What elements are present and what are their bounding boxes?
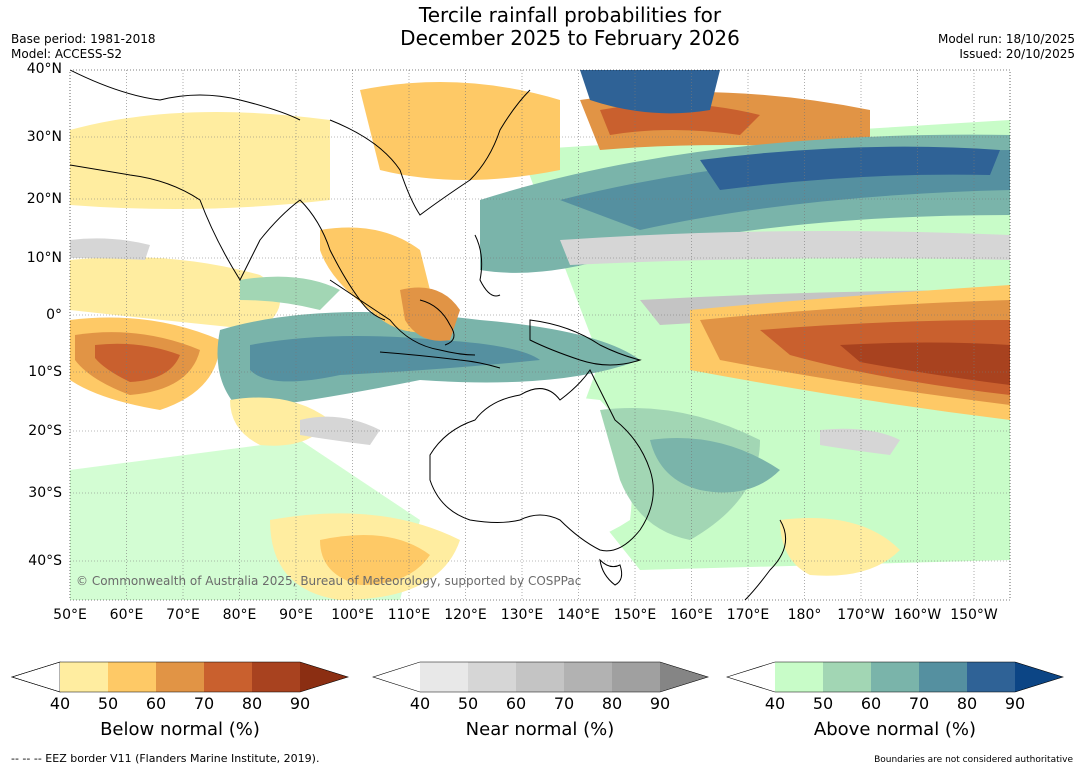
colorbar-below-bin-70-80 — [204, 662, 252, 692]
tick-near-90: 90 — [649, 694, 671, 713]
colorbar-below-bin-60-70 — [156, 662, 204, 692]
colorbar-near-low-end — [373, 662, 420, 692]
colorbar-below-bin-80-90 — [252, 662, 300, 692]
tick-below-90: 90 — [289, 694, 311, 713]
tick-above-70: 70 — [908, 694, 930, 713]
colorbar-above-bin-70-80 — [919, 662, 967, 692]
colorbar-near-bin-80-90 — [612, 662, 660, 692]
lon-label-130e: 130°E — [500, 607, 544, 623]
lon-label-160e: 160°E — [670, 607, 713, 623]
colorbar-near-bin-50-60 — [468, 662, 516, 692]
lon-label-170w: 170°W — [837, 607, 885, 623]
colorbar-above-bin-60-70 — [871, 662, 919, 692]
lat-label-20s: 20°S — [28, 423, 62, 439]
colorbar-above-title: Above normal (%) — [813, 719, 977, 740]
tick-near-50: 50 — [457, 694, 479, 713]
model-run: Model run: 18/10/2025 — [937, 32, 1075, 46]
boundaries-note: Boundaries are not considered authoritat… — [874, 755, 1073, 765]
tick-below-60: 60 — [145, 694, 167, 713]
colorbar-below-bin-50-60 — [108, 662, 156, 692]
lat-label-eq: 0° — [46, 307, 62, 323]
colorbar-below-bin-40-50 — [60, 662, 108, 692]
lat-label-40n: 40°N — [26, 61, 62, 77]
lon-label-150e: 150°E — [613, 607, 657, 623]
colorbar-below-high-end — [300, 662, 348, 692]
colorbar-near-title: Near normal (%) — [465, 719, 615, 740]
colorbar-near-high-end — [660, 662, 708, 692]
lon-label-110e: 110°E — [387, 607, 431, 623]
lon-label-100e: 100°E — [331, 607, 374, 623]
lat-label-10n: 10°N — [26, 250, 62, 266]
lon-label-70e: 70°E — [166, 607, 200, 623]
lat-label-10s: 10°S — [28, 364, 62, 380]
model-name: Model: ACCESS-S2 — [11, 47, 123, 61]
lon-label-90e: 90°E — [279, 607, 313, 623]
tick-below-80: 80 — [241, 694, 263, 713]
base-period: Base period: 1981-2018 — [11, 32, 156, 46]
lon-label-170e: 170°E — [726, 607, 770, 623]
title-line-1: Tercile rainfall probabilities for — [418, 3, 722, 27]
tick-below-50: 50 — [97, 694, 119, 713]
tick-above-60: 60 — [860, 694, 882, 713]
colorbar-near-bin-70-80 — [564, 662, 612, 692]
tick-near-80: 80 — [601, 694, 623, 713]
colorbar-above-normal — [725, 661, 1065, 693]
tick-near-70: 70 — [553, 694, 575, 713]
lon-label-80e: 80°E — [222, 607, 257, 623]
lon-label-60e: 60°E — [109, 607, 144, 623]
colorbar-below-low-end — [10, 661, 61, 693]
colorbar-below-title: Below normal (%) — [100, 719, 260, 740]
tick-above-90: 90 — [1004, 694, 1026, 713]
colorbar-near-bin-40-50 — [420, 662, 468, 692]
title-line-2: December 2025 to February 2026 — [400, 26, 740, 50]
eez-note: -- -- -- EEZ border V11 (Flanders Marine… — [11, 752, 320, 765]
copyright-credit: © Commonwealth of Australia 2025, Bureau… — [76, 574, 582, 588]
lat-label-30n: 30°N — [26, 129, 62, 145]
probability-field — [70, 70, 1010, 600]
colorbar-below-normal — [10, 661, 350, 693]
colorbar-above-high-end — [1015, 662, 1063, 692]
lon-label-150w: 150°W — [950, 607, 998, 623]
lon-label-180: 180° — [787, 607, 822, 623]
lon-label-140e: 140°E — [557, 607, 600, 623]
colorbar-near-bin-60-70 — [516, 662, 564, 692]
tick-below-70: 70 — [193, 694, 215, 713]
colorbar-above-bin-40-50 — [775, 662, 823, 692]
coastlines — [70, 70, 787, 600]
lon-label-160w: 160°W — [893, 607, 942, 623]
run-info: Model run: 18/10/2025 Issued: 20/10/2025 — [938, 32, 1075, 62]
lat-label-20n: 20°N — [26, 191, 62, 207]
lon-label-120e: 120°E — [444, 607, 487, 623]
colorbar-near-normal — [372, 661, 710, 693]
tick-near-60: 60 — [505, 694, 527, 713]
model-info: Base period: 1981-2018 Model: ACCESS-S2 — [11, 32, 156, 62]
tick-above-40: 40 — [764, 694, 786, 713]
lat-label-30s: 30°S — [28, 485, 62, 501]
issued-date: Issued: 20/10/2025 — [959, 47, 1075, 61]
map-title: Tercile rainfall probabilities for Decem… — [300, 4, 840, 50]
colorbar-above-bin-80-90 — [967, 662, 1015, 692]
lat-label-40s: 40°S — [28, 553, 62, 569]
tick-above-80: 80 — [956, 694, 978, 713]
tick-near-40: 40 — [409, 694, 431, 713]
tick-below-40: 40 — [49, 694, 71, 713]
lon-label-50e: 50°E — [53, 607, 87, 623]
colorbar-below-ticks: 40 50 60 70 80 90 40 50 60 70 80 90 40 5… — [0, 694, 1085, 714]
tick-above-50: 50 — [812, 694, 834, 713]
graticule — [70, 70, 1010, 600]
colorbar-above-low-end — [727, 662, 775, 692]
colorbar-above-bin-50-60 — [823, 662, 871, 692]
